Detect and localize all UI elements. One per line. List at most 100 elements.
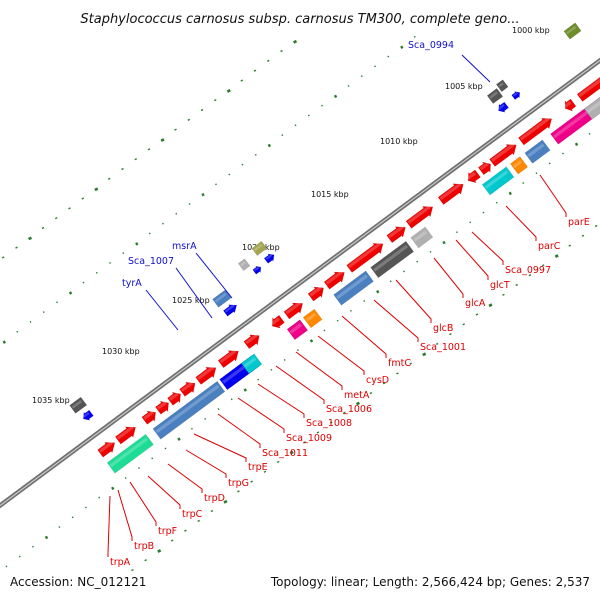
gene-glyph[interactable] — [152, 380, 226, 440]
gene-label[interactable]: trpC — [182, 509, 203, 520]
gene-glyph[interactable] — [195, 367, 217, 385]
scale-tick — [281, 134, 284, 137]
gene-glyph-highlight — [309, 286, 322, 297]
gene-glyph-highlight — [180, 381, 194, 392]
gene-glyph[interactable] — [511, 91, 521, 100]
gene-glyph[interactable] — [576, 71, 600, 102]
gene-glyph[interactable] — [114, 426, 136, 445]
gene-label[interactable]: Sca_1007 — [128, 256, 174, 267]
gene-label[interactable]: Sca_1011 — [262, 448, 308, 459]
gene-glyph[interactable] — [223, 304, 238, 317]
scale-tick — [201, 192, 205, 197]
scale-tick — [58, 526, 61, 529]
gene-glyph[interactable] — [307, 286, 324, 302]
scale-tick — [469, 221, 472, 224]
gene-glyph[interactable] — [263, 253, 275, 264]
gene-glyph[interactable] — [141, 410, 156, 425]
gene-glyph[interactable] — [346, 243, 384, 273]
label-leader-line — [295, 351, 343, 390]
gene-label[interactable]: Sca_0994 — [408, 40, 454, 51]
gene-glyph[interactable] — [302, 308, 323, 329]
gene-label[interactable]: parC — [538, 241, 561, 252]
scale-tick — [138, 467, 140, 470]
gene-glyph[interactable] — [410, 226, 434, 249]
gene-label[interactable]: trpG — [228, 478, 249, 489]
gene-label[interactable]: metA — [344, 390, 370, 401]
gene-glyph-highlight — [116, 425, 134, 440]
gene-glyph[interactable] — [518, 118, 553, 146]
gene-label[interactable]: msrA — [172, 241, 197, 252]
gene-glyph[interactable] — [167, 391, 181, 406]
gene-glyph-highlight — [479, 162, 489, 171]
gene-glyph[interactable] — [333, 270, 374, 306]
gene-glyph[interactable] — [286, 319, 309, 341]
gene-glyph[interactable] — [405, 206, 434, 229]
gene-glyph[interactable] — [251, 240, 268, 256]
gene-glyph[interactable] — [106, 433, 154, 474]
gene-glyph[interactable] — [524, 139, 551, 164]
gene-glyph[interactable] — [477, 161, 491, 176]
gene-glyph[interactable] — [271, 314, 285, 329]
gene-label[interactable]: Sca_0997 — [505, 265, 551, 276]
gene-label[interactable]: Sca_1006 — [326, 404, 372, 415]
gene-glyph[interactable] — [489, 144, 517, 167]
gene-label[interactable]: Sca_1001 — [420, 342, 466, 353]
gene-glyph[interactable] — [179, 381, 196, 397]
gene-glyph[interactable] — [237, 258, 251, 272]
gene-glyph[interactable] — [583, 96, 600, 120]
scale-tick — [554, 254, 559, 258]
gene-glyph[interactable] — [563, 22, 582, 40]
gene-glyph[interactable] — [69, 396, 88, 414]
gene-label[interactable]: fmtC — [388, 358, 411, 369]
gene-glyph[interactable] — [564, 98, 577, 112]
scale-tick — [122, 252, 125, 255]
gene-label[interactable]: glcT — [490, 280, 510, 291]
scale-tick — [71, 516, 74, 519]
gene-glyph[interactable] — [243, 334, 260, 350]
gene-glyph-highlight — [484, 170, 509, 189]
gene-glyph[interactable] — [481, 166, 515, 196]
gene-glyph[interactable] — [83, 409, 94, 421]
scale-tick — [270, 368, 273, 371]
gene-glyph[interactable] — [155, 400, 169, 415]
gene-glyph[interactable] — [252, 265, 262, 275]
gene-label[interactable]: trpD — [204, 493, 225, 504]
gene-glyph-highlight — [240, 261, 246, 267]
gene-glyph[interactable] — [437, 183, 464, 205]
scale-tick — [42, 311, 45, 314]
gene-glyph[interactable] — [495, 79, 509, 93]
gene-glyph-highlight — [245, 333, 258, 345]
gene-glyph[interactable] — [386, 226, 406, 244]
scale-tick — [442, 240, 446, 245]
gene-glyph[interactable] — [217, 350, 239, 369]
gene-glyph[interactable] — [498, 101, 509, 113]
scale-tick — [266, 59, 270, 62]
scale-tick — [230, 398, 233, 401]
scale-tick — [389, 280, 392, 283]
scale-tick — [562, 152, 564, 155]
gene-label[interactable]: Sca_1009 — [286, 433, 332, 444]
gene-label[interactable]: parE — [568, 217, 590, 228]
gene-glyph[interactable] — [467, 169, 481, 184]
scale-tick — [403, 270, 405, 273]
gene-glyph[interactable] — [323, 271, 345, 290]
scale-tick — [200, 108, 204, 112]
gene-label[interactable]: glcB — [433, 323, 453, 334]
gene-label[interactable]: trpE — [248, 462, 268, 473]
gene-label[interactable]: Sca_1008 — [306, 418, 352, 429]
gene-label[interactable]: trpB — [134, 541, 154, 552]
gene-label[interactable]: cysD — [366, 375, 389, 386]
gene-glyph[interactable] — [97, 442, 116, 458]
gene-label[interactable]: trpA — [110, 557, 131, 568]
gene-glyph-highlight — [289, 323, 302, 334]
gene-glyph[interactable] — [370, 240, 415, 279]
gene-glyph[interactable] — [509, 156, 529, 175]
gene-glyph[interactable] — [486, 88, 504, 104]
gene-label[interactable]: glcA — [465, 298, 486, 309]
gene-label[interactable]: tyrA — [122, 278, 142, 289]
gene-glyph[interactable] — [240, 353, 263, 375]
gene-glyph-highlight — [489, 91, 498, 99]
gene-label[interactable]: trpF — [158, 526, 177, 537]
scale-tick — [204, 418, 207, 420]
gene-glyph[interactable] — [283, 302, 304, 320]
